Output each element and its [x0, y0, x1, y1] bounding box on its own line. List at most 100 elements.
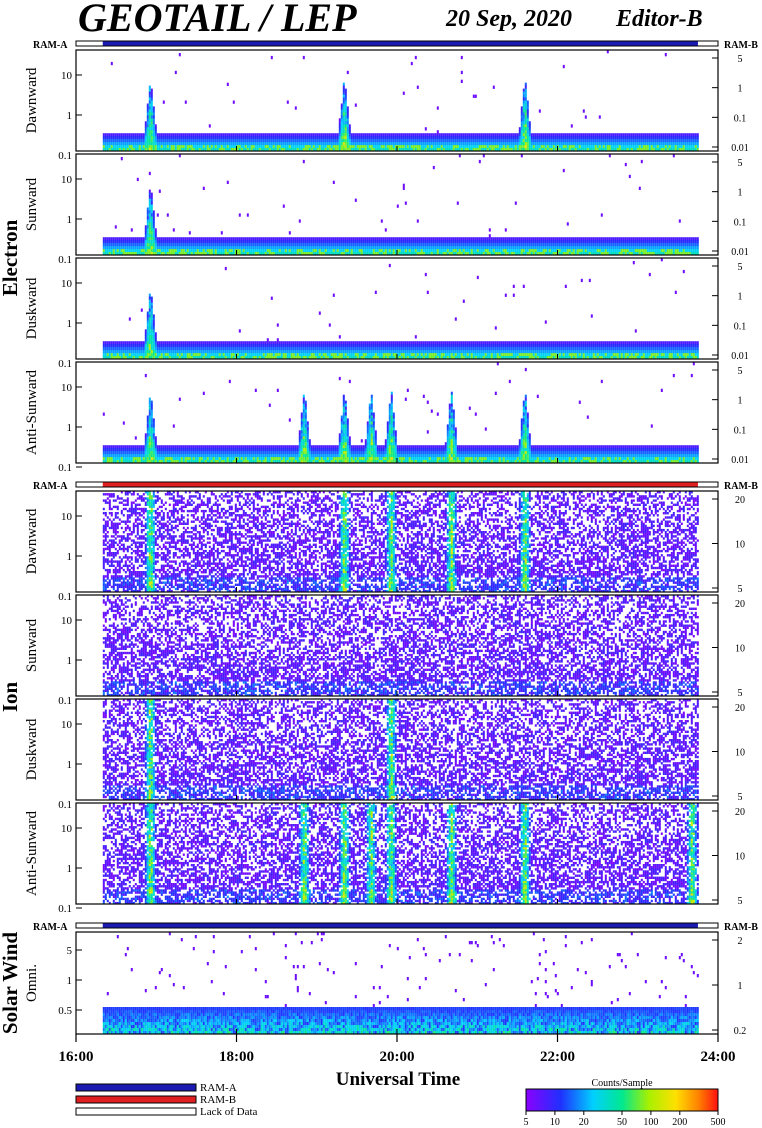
spectrogram-cell	[408, 145, 411, 149]
spectrogram-cell	[112, 356, 115, 360]
spectrogram-cell	[300, 356, 303, 360]
spectrogram-cell	[390, 344, 393, 348]
spectrogram-cell	[504, 148, 507, 152]
spectrogram-cell	[428, 142, 431, 146]
spectrogram-cell	[684, 139, 687, 143]
spectrogram-cell	[126, 246, 129, 250]
spectrogram-cell	[376, 344, 379, 348]
spectrogram-cell	[144, 252, 147, 256]
spectrogram-cell	[588, 249, 591, 253]
spectrogram-cell	[574, 136, 577, 140]
spectrogram-cell	[490, 249, 493, 253]
spectrogram-cell	[564, 136, 567, 140]
spectrogram-cell	[496, 243, 499, 247]
spectrogram-cell	[266, 252, 269, 256]
spectrogram-cell	[190, 142, 193, 146]
spectrogram-cell	[136, 243, 139, 247]
spectrogram-cell	[168, 243, 171, 247]
spectrogram-cell	[194, 350, 197, 354]
spectrogram-cell	[218, 133, 221, 137]
spectrogram-cell	[176, 344, 179, 348]
spectrogram-cell	[528, 148, 531, 152]
spectrogram-cell	[224, 237, 227, 241]
spectrogram-cell	[534, 145, 537, 149]
spectrogram-cell	[150, 145, 153, 149]
spectrogram-cell	[154, 338, 157, 342]
spectrogram-cell	[154, 335, 157, 339]
spectrogram-cell	[104, 249, 107, 253]
spectrogram-cell	[384, 252, 387, 256]
spectrogram-cell	[222, 240, 225, 244]
spectrogram-cell	[372, 148, 375, 152]
spectrogram-cell	[226, 350, 229, 354]
spectrogram-cell	[144, 234, 147, 238]
spectrogram-cell	[148, 240, 151, 244]
spectrogram-cell	[210, 142, 213, 146]
spectrogram-cell	[180, 356, 183, 360]
spectrogram-cell	[394, 139, 397, 143]
spectrogram-cell	[348, 148, 351, 152]
spectrogram-cell	[148, 299, 151, 303]
spectrogram-cell	[680, 145, 683, 149]
spectrogram-cell	[392, 145, 395, 149]
spectrogram-cell	[336, 341, 339, 345]
spectrogram-cell	[628, 139, 631, 143]
spectrogram-cell	[292, 237, 295, 241]
spectrogram-cell	[488, 148, 491, 152]
spectrogram-cell	[266, 341, 269, 345]
spectrogram-cell	[288, 243, 291, 247]
spectrogram-cell	[174, 344, 177, 348]
spectrogram-cell	[602, 246, 605, 250]
spectrogram-cell	[696, 240, 699, 244]
spectrogram-cell	[282, 353, 285, 357]
spectrogram-cell	[420, 240, 423, 244]
spectrogram-cell	[338, 148, 341, 152]
spectrogram-cell	[144, 246, 147, 250]
spectrogram-cell	[326, 243, 329, 247]
spectrogram-cell	[534, 243, 537, 247]
spectrogram-cell	[410, 148, 413, 152]
spectrogram-cell	[620, 145, 623, 149]
spectrogram-cell	[646, 139, 649, 143]
spectrogram-cell	[464, 237, 467, 241]
spectrogram-cell	[252, 350, 255, 354]
spectrogram-cell	[320, 133, 323, 137]
spectrogram-cell	[432, 237, 435, 241]
spectrogram-cell	[400, 249, 403, 253]
spectrogram-cell	[354, 198, 357, 202]
right-tick-label: 0.01	[731, 143, 749, 154]
spectrogram-cell	[274, 243, 277, 247]
spectrogram-cell	[404, 249, 407, 253]
spectrogram-cell	[166, 246, 169, 250]
spectrogram-cell	[266, 347, 269, 351]
spectrogram-cell	[558, 246, 561, 250]
spectrogram-cell	[502, 148, 505, 152]
spectrogram-cell	[528, 237, 531, 241]
spectrogram-cell	[230, 252, 233, 256]
spectrogram-cell	[120, 356, 123, 360]
spectrogram-cell	[136, 249, 139, 253]
spectrogram-cell	[182, 142, 185, 146]
spectrogram-cell	[346, 344, 349, 348]
spectrogram-cell	[134, 252, 137, 256]
spectrogram-cell	[592, 145, 595, 149]
spectrogram-cell	[318, 252, 321, 256]
spectrogram-cell	[484, 145, 487, 149]
spectrogram-cell	[152, 347, 155, 351]
spectrogram-cell	[264, 353, 267, 357]
spectrogram-cell	[234, 139, 237, 143]
spectrogram-cell	[336, 148, 339, 152]
spectrogram-cell	[242, 136, 245, 140]
spectrogram-cell	[148, 252, 151, 256]
spectrogram-cell	[512, 252, 515, 256]
spectrogram-cell	[398, 240, 401, 244]
spectrogram-cell	[218, 246, 221, 250]
spectrogram-cell	[512, 145, 515, 149]
spectrogram-cell	[142, 148, 145, 152]
spectrogram-cell	[182, 133, 185, 137]
spectrogram-cell	[676, 133, 679, 137]
spectrogram-cell	[618, 246, 621, 250]
spectrogram-cell	[448, 246, 451, 250]
spectrogram-cell	[576, 148, 579, 152]
spectrogram-cell	[218, 148, 221, 152]
